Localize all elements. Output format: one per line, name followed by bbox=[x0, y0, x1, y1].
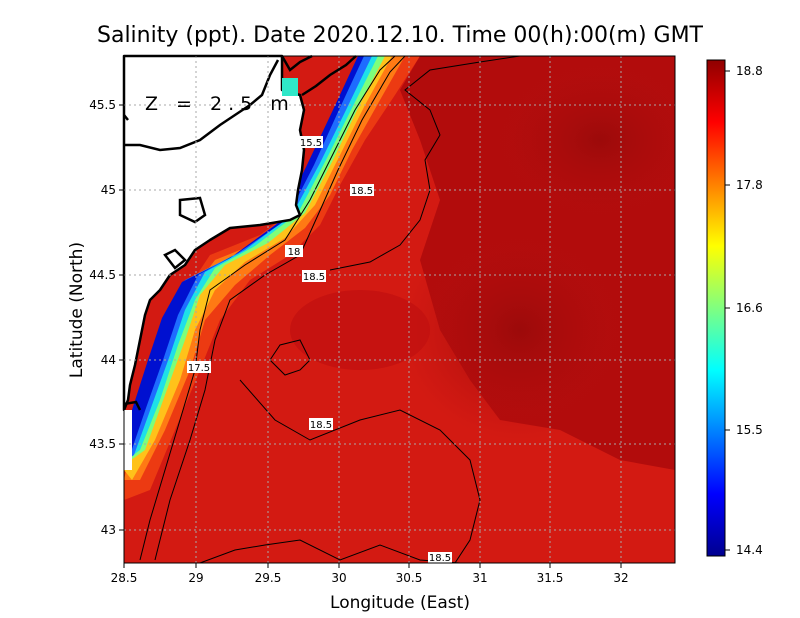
land bbox=[122, 54, 357, 470]
x-axis-label: Longitude (East) bbox=[330, 593, 470, 613]
depth-label: Z = 2.5 m bbox=[145, 93, 295, 115]
x-tick-label: 31.5 bbox=[537, 571, 564, 585]
y-tick-label: 43 bbox=[101, 523, 116, 537]
colorbar-tick-label: 17.8 bbox=[736, 178, 763, 192]
y-axis: 43 43.5 44 44.5 45 45.5 bbox=[89, 56, 125, 563]
contour-label: 18.5 bbox=[303, 272, 325, 283]
y-tick-label: 44.5 bbox=[89, 268, 116, 282]
y-tick-label: 45.5 bbox=[89, 98, 116, 112]
x-tick-label: 28.5 bbox=[111, 571, 138, 585]
y-tick-label: 43.5 bbox=[89, 437, 116, 451]
x-axis: 28.5 29 29.5 30 30.5 31 31.5 32 bbox=[111, 562, 675, 585]
contour-label: 17.5 bbox=[188, 363, 210, 374]
contour-label-group: 15.5 18.5 18 18.5 17.5 18.5 18.5 bbox=[187, 136, 452, 564]
y-axis-label: Latitude (North) bbox=[67, 242, 87, 378]
colorbar-tick-label: 18.8 bbox=[736, 64, 763, 78]
x-tick-label: 31 bbox=[472, 571, 487, 585]
x-tick-label: 29 bbox=[188, 571, 203, 585]
grid-lines bbox=[124, 56, 675, 563]
y-tick-label: 44 bbox=[101, 353, 116, 367]
colorbar: 18.8 17.8 16.6 15.5 14.4 bbox=[706, 59, 763, 557]
x-tick-label: 30 bbox=[331, 571, 346, 585]
x-tick-label: 30.5 bbox=[396, 571, 423, 585]
contour-label: 18.5 bbox=[351, 186, 373, 197]
colorbar-tick-label: 15.5 bbox=[736, 423, 763, 437]
colorbar-tick-label: 14.4 bbox=[736, 543, 763, 557]
x-tick-label: 29.5 bbox=[255, 571, 282, 585]
colorbar-tick-label: 16.6 bbox=[736, 301, 763, 315]
contour-label: 15.5 bbox=[300, 138, 322, 149]
contour-label: 18.5 bbox=[310, 420, 332, 431]
y-tick-label: 45 bbox=[101, 183, 116, 197]
contour-label: 18 bbox=[288, 247, 301, 258]
colorbar-gradient bbox=[706, 59, 726, 557]
contour-label: 18.5 bbox=[429, 553, 451, 564]
x-tick-label: 32 bbox=[613, 571, 628, 585]
map-title: Salinity (ppt). Date 2020.12.10. Time 00… bbox=[97, 23, 704, 48]
